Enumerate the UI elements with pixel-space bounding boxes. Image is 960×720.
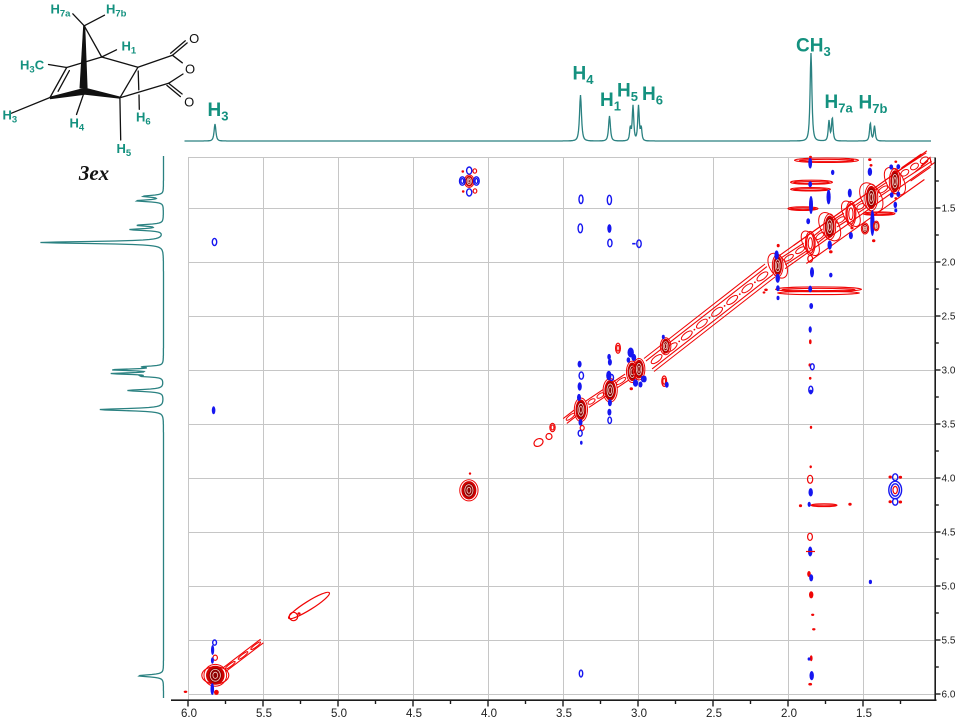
svg-text:1.5: 1.5 (856, 708, 872, 720)
svg-text:CH3: CH3 (796, 36, 831, 60)
svg-text:2.5: 2.5 (706, 708, 722, 720)
svg-text:2.5: 2.5 (942, 312, 956, 323)
svg-text:5.5: 5.5 (256, 708, 272, 720)
svg-text:6.0: 6.0 (181, 708, 197, 720)
svg-text:3.5: 3.5 (942, 420, 956, 431)
svg-text:H3C: H3C (20, 58, 45, 76)
svg-text:O: O (184, 95, 194, 110)
svg-text:4.0: 4.0 (481, 708, 497, 720)
svg-text:5.5: 5.5 (942, 636, 956, 647)
svg-text:4.5: 4.5 (406, 708, 422, 720)
svg-text:5.0: 5.0 (942, 582, 956, 593)
svg-text:3.0: 3.0 (942, 366, 956, 377)
svg-text:O: O (189, 31, 199, 46)
svg-text:4.5: 4.5 (942, 528, 956, 539)
svg-text:2.0: 2.0 (942, 258, 956, 269)
svg-text:2.0: 2.0 (781, 708, 797, 720)
svg-text:3ex: 3ex (78, 161, 109, 185)
svg-text:3.5: 3.5 (556, 708, 572, 720)
svg-text:4.0: 4.0 (942, 474, 956, 485)
svg-text:5.0: 5.0 (331, 708, 347, 720)
svg-text:6.0: 6.0 (942, 690, 956, 701)
svg-text:O: O (185, 61, 195, 76)
svg-text:1.5: 1.5 (942, 204, 956, 215)
svg-text:3.0: 3.0 (631, 708, 647, 720)
